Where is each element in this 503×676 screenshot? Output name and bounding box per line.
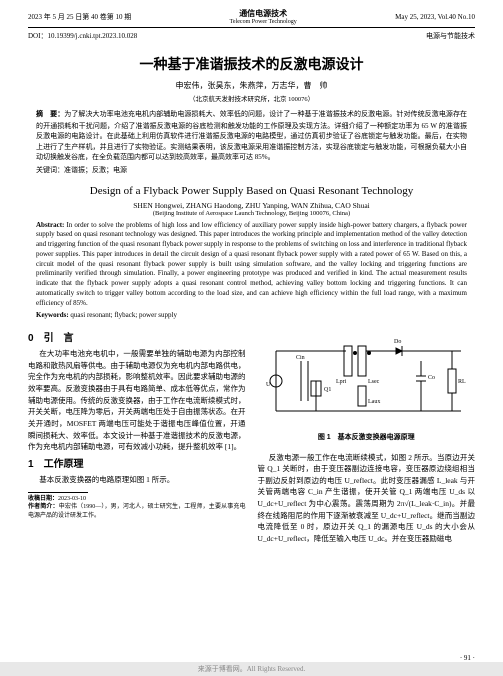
svg-text:RL: RL — [458, 379, 466, 385]
doi: DOI：10.19399/j.cnki.tpt.2023.10.028 — [28, 31, 137, 41]
keywords-cn-text: 准谐振；反激；电源 — [64, 166, 127, 174]
sec1-para1: 基本反激变换器的电路原理如图 1 所示。 — [28, 474, 246, 486]
circuit-diagram-icon: U Cin Q1 Lpri Lsec Laux — [266, 331, 466, 431]
affiliation-cn: （北京航天发射技术研究所，北京 100076） — [0, 93, 503, 109]
header-left: 2023 年 5 月 25 日第 40 卷第 10 期 — [28, 12, 131, 22]
page-number: · 91 · — [460, 654, 475, 662]
section-0-heading: 0 引 言 — [28, 327, 246, 349]
meta-row: DOI：10.19399/j.cnki.tpt.2023.10.028 电源与节… — [0, 28, 503, 44]
authors-cn: 申宏伟，张昊东，朱燕萍，万志华，曹 帅 — [0, 80, 503, 93]
abstract-en: Abstract: In order to solve the problems… — [0, 221, 503, 309]
footnote-rule — [28, 492, 88, 493]
sec1-num: 1 — [28, 459, 34, 470]
sec0-para1: 在大功率电池充电机中，一般需要单独的辅助电源为内部控制电路和散热风扇等供电。由于… — [28, 348, 246, 453]
figure-1: U Cin Q1 Lpri Lsec Laux — [258, 331, 476, 448]
affiliation-en: (Beijing Institute of Aerospace Launch T… — [0, 210, 503, 221]
section-name: 电源与节能技术 — [426, 31, 475, 41]
sec1-title: 工作原理 — [44, 459, 84, 470]
authors-en: SHEN Hongwei, ZHANG Haodong, ZHU Yanping… — [0, 201, 503, 210]
footnote-author-label: 作者简介： — [28, 504, 59, 510]
footer-bar: 来源于博看网。All Rights Reserved. — [0, 662, 503, 676]
abstract-cn-label: 摘 要： — [36, 111, 64, 118]
keywords-en-text: quasi resonant; flyback; power supply — [69, 311, 177, 319]
footnote-block: 收稿日期：2023-03-10 作者简介：申宏伟（1990—），男，河北人，硕士… — [28, 495, 246, 520]
title-cn: 一种基于准谐振技术的反激电源设计 — [0, 44, 503, 80]
sec0-num: 0 — [28, 333, 34, 344]
right-column: U Cin Q1 Lpri Lsec Laux — [258, 327, 476, 545]
svg-text:Co: Co — [428, 375, 435, 381]
journal-name-en: Telecom Power Technology — [230, 19, 297, 25]
keywords-cn: 关键词：准谐振；反激；电源 — [0, 163, 503, 181]
svg-text:Lpri: Lpri — [336, 379, 347, 385]
footnote-author: 申宏伟（1990—），男，河北人，硕士研究生，工程师，主要从事充电电源产品的设计… — [28, 504, 245, 518]
footnote-date: 2023-03-10 — [58, 496, 86, 502]
title-en: Design of a Flyback Power Supply Based o… — [0, 181, 503, 201]
header-right: May 25, 2023, Vol.40 No.10 — [395, 13, 475, 21]
keywords-cn-label: 关键词： — [36, 166, 64, 174]
header-center: 通信电源技术 Telecom Power Technology — [230, 8, 297, 25]
journal-header: 2023 年 5 月 25 日第 40 卷第 10 期 通信电源技术 Telec… — [0, 0, 503, 27]
abstract-cn-text: 为了解决大功率电池充电机内部辅助电源损耗大、效率低的问题，设计了一种基于准谐振技… — [36, 110, 467, 161]
abstract-en-text: In order to solve the problems of high l… — [36, 221, 467, 307]
right-para1: 反激电源一般工作在电流断续模式，如图 2 所示。当原边开关管 Q_1 关断时，由… — [258, 452, 476, 545]
body-columns: 0 引 言 在大功率电池充电机中，一般需要单独的辅助电源为内部控制电路和散热风扇… — [0, 327, 503, 545]
sec0-title: 引 言 — [44, 333, 74, 344]
footnote-date-label: 收稿日期： — [28, 496, 58, 502]
keywords-en: Keywords: quasi resonant; flyback; power… — [0, 309, 503, 327]
left-column: 0 引 言 在大功率电池充电机中，一般需要单独的辅助电源为内部控制电路和散热风扇… — [28, 327, 246, 545]
journal-name-cn: 通信电源技术 — [230, 8, 297, 19]
svg-text:Q1: Q1 — [324, 387, 331, 393]
svg-text:Laux: Laux — [368, 399, 380, 405]
svg-text:Cin: Cin — [296, 355, 305, 361]
figure-1-caption: 图 1 基本反激变换器电源原理 — [258, 431, 476, 448]
section-1-heading: 1 工作原理 — [28, 453, 246, 475]
abstract-en-label: Abstract: — [36, 221, 64, 229]
svg-text:Do: Do — [394, 339, 401, 345]
svg-text:Lsec: Lsec — [368, 379, 380, 385]
svg-text:U: U — [266, 382, 271, 388]
abstract-cn: 摘 要：为了解决大功率电池充电机内部辅助电源损耗大、效率低的问题，设计了一种基于… — [0, 109, 503, 163]
keywords-en-label: Keywords: — [36, 311, 69, 319]
